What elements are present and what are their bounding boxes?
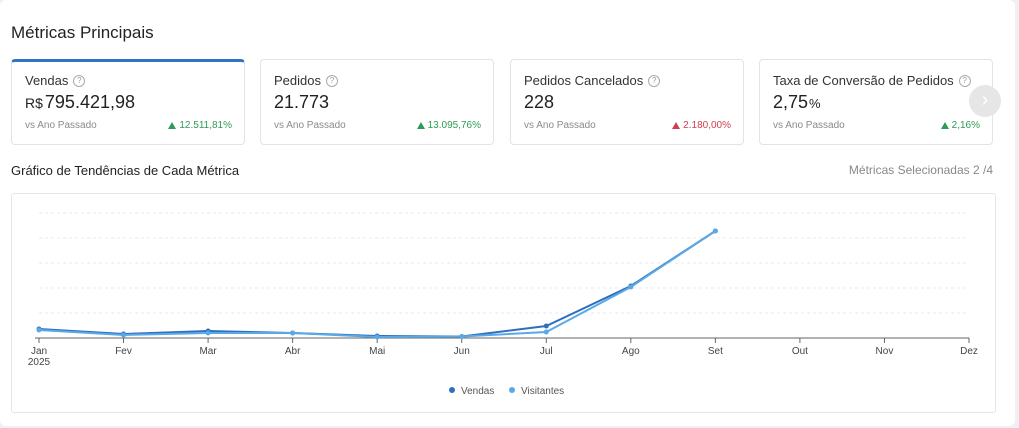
x-tick-label: Abr [285, 346, 301, 357]
x-tick-label: Mai [369, 346, 385, 357]
x-tick-label: Nov [876, 346, 894, 357]
chevron-right-icon: › [981, 89, 989, 111]
currency-prefix: R$ [25, 95, 43, 111]
card-change: 2,16% [940, 120, 980, 131]
card-comparison-label: vs Ano Passado [524, 120, 596, 131]
trend-chart-title: Gráfico de Tendências de Cada Métrica [11, 163, 240, 178]
x-tick-label: Ago [622, 346, 640, 357]
trend-chart-svg: Jan Fev Mar Abr Mai Jun Jul Ago Set Out Nov Dez 2025… [28, 212, 978, 397]
legend-label-vendas: Vendas [461, 386, 494, 397]
x-tick-label: Jul [540, 346, 553, 357]
x-tick-label: Fev [115, 346, 132, 357]
x-tick-label: Jan [31, 346, 47, 357]
data-point-visitantes [459, 334, 465, 339]
data-point-visitantes [205, 330, 211, 336]
triangle-up-icon [672, 122, 681, 129]
card-comparison-label: vs Ano Passado [274, 120, 346, 131]
metric-card-pedidos[interactable]: Pedidos ? 21.773 vs Ano Passado 13.095,7… [260, 59, 494, 145]
selected-metrics-count[interactable]: Métricas Selecionadas 2 /4 [848, 163, 993, 177]
triangle-up-icon [416, 122, 425, 129]
data-point-vendas [543, 323, 549, 329]
data-point-visitantes [543, 329, 549, 335]
card-change: 12.511,81% [168, 120, 232, 131]
triangle-up-icon [168, 122, 177, 129]
legend-marker-vendas [449, 387, 455, 393]
card-title: Pedidos [274, 73, 321, 88]
card-title: Pedidos Cancelados [524, 73, 644, 88]
card-value: R$ 795.421,98 [25, 92, 135, 112]
card-comparison-label: vs Ano Passado [773, 120, 845, 131]
card-comparison-label: vs Ano Passado [25, 120, 97, 131]
card-title: Taxa de Conversão de Pedidos [773, 73, 954, 88]
next-cards-button[interactable]: › [969, 85, 1001, 117]
percent-suffix: % [809, 96, 821, 111]
metric-card-vendas[interactable]: Vendas ? R$ 795.421,98 vs Ano Passado 12.… [11, 59, 245, 145]
page-title: Métricas Principais [11, 23, 154, 42]
help-icon[interactable]: ? [73, 74, 86, 87]
x-tick-label: Dez [960, 346, 978, 357]
card-title: Vendas [25, 73, 69, 88]
x-tick-label: Jun [454, 346, 470, 357]
data-point-visitantes [374, 334, 380, 340]
help-icon[interactable]: ? [325, 74, 338, 87]
x-tick-label: Out [792, 346, 808, 357]
metric-card-pedidos-cancelados[interactable]: Pedidos Cancelados ? 228 vs Ano Passado … [510, 59, 744, 145]
x-tick-label: Mar [199, 346, 217, 357]
triangle-up-icon [940, 122, 949, 129]
data-point-visitantes [36, 327, 42, 333]
series-line-visitantes [38, 230, 716, 339]
card-value: 228 [524, 92, 555, 112]
help-icon[interactable]: ? [958, 74, 971, 87]
x-tick-label: Set [708, 346, 723, 357]
data-point-visitantes [121, 332, 127, 338]
card-change: 2.180,00% [672, 120, 731, 131]
legend-label-visitantes: Visitantes [521, 386, 564, 397]
metric-card-taxa-conversao[interactable]: Taxa de Conversão de Pedidos ? 2,75% vs … [759, 59, 993, 145]
data-point-visitantes [290, 330, 296, 336]
card-value: 21.773 [274, 92, 330, 112]
trend-chart: Jan Fev Mar Abr Mai Jun Jul Ago Set Out Nov Dez 2025… [11, 193, 996, 413]
data-point-visitantes [712, 228, 718, 234]
series-line-vendas [38, 230, 716, 338]
data-point-visitantes [628, 284, 634, 290]
x-year-label: 2025 [28, 357, 51, 368]
help-icon[interactable]: ? [648, 74, 661, 87]
card-value: 2,75% [773, 92, 821, 112]
card-change: 13.095,76% [416, 120, 481, 131]
legend-marker-visitantes [509, 387, 515, 393]
